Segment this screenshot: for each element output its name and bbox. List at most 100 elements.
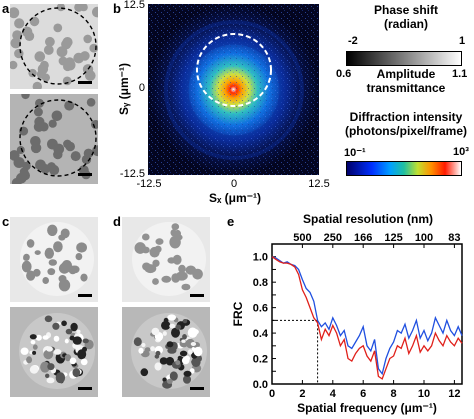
particle — [20, 347, 29, 355]
frc-series-line-2 — [271, 256, 463, 380]
panel-d-top-image — [122, 217, 210, 302]
y-tick-mid: 0 — [138, 82, 145, 94]
particle — [92, 145, 98, 157]
particle — [70, 151, 81, 162]
particle — [19, 167, 29, 177]
particle — [187, 327, 198, 338]
particle — [64, 354, 71, 362]
frc-series-line-1 — [271, 256, 463, 376]
particle — [42, 335, 49, 340]
particle — [169, 323, 176, 329]
scale-bar — [78, 173, 92, 176]
panel-c-top-image — [10, 217, 98, 302]
panel-c-bottom-image — [10, 307, 98, 397]
y-tick-label: 1.0 — [253, 252, 268, 264]
particle — [60, 228, 70, 239]
particle — [33, 107, 43, 117]
panel-label-b: b — [113, 1, 121, 16]
particle — [32, 344, 38, 350]
panel-a-top-image — [10, 4, 98, 89]
diffraction-colorbar — [346, 161, 462, 176]
scale-bar — [78, 81, 92, 84]
particle — [10, 7, 20, 19]
particle — [175, 360, 181, 366]
particle — [16, 146, 25, 154]
particle-hologram-amplitude — [10, 4, 98, 89]
x-tick-label: 8 — [391, 388, 397, 400]
particle — [26, 356, 33, 364]
particle — [89, 43, 98, 53]
particle — [154, 245, 162, 253]
particle — [61, 320, 67, 327]
amplitude-max: 1.1 — [452, 68, 468, 80]
x-tick-right: 12.5 — [308, 178, 330, 190]
top-tick-label: 125 — [384, 232, 402, 244]
particle — [65, 57, 75, 67]
particle — [53, 349, 62, 355]
particle — [69, 335, 75, 341]
particle — [140, 368, 149, 377]
particle — [35, 334, 42, 341]
particle — [69, 357, 77, 365]
amplitude-colorbar-title: Amplitude transmittance — [356, 67, 456, 95]
frc-chart: 0.0 0.2 0.4 0.6 0.8 1.0 0 2 4 6 8 10 12 500 250 166 125 1… — [231, 232, 463, 415]
particle — [80, 273, 88, 282]
particle — [51, 110, 63, 122]
particle — [91, 120, 98, 129]
y-tick-label: 0.4 — [253, 328, 269, 340]
particle — [161, 275, 172, 283]
reconstructed-amplitude-d — [132, 222, 206, 296]
particle — [47, 268, 56, 276]
particle — [76, 242, 87, 253]
y-tick-bottom: -12.5 — [119, 168, 145, 180]
particle — [14, 48, 24, 59]
top-tick-label: 83 — [448, 232, 460, 244]
particle — [185, 265, 197, 275]
particle — [10, 37, 22, 49]
panel-label-e: e — [227, 214, 235, 229]
particle — [150, 346, 155, 352]
phase-title-line2: (radian) — [383, 17, 428, 31]
x-tick-label: 6 — [360, 388, 366, 400]
particle — [179, 350, 188, 357]
particle — [75, 253, 83, 261]
particle — [152, 259, 160, 267]
x-tick-label: 10 — [418, 388, 430, 400]
particle — [181, 339, 186, 343]
particle — [141, 246, 150, 254]
amplitude-title-line1: Amplitude — [376, 67, 436, 81]
particle — [141, 342, 146, 348]
diffraction-pattern — [148, 4, 319, 175]
particle — [190, 342, 197, 346]
particle — [13, 157, 25, 168]
particle — [155, 350, 161, 356]
particle — [12, 30, 23, 41]
particle — [63, 139, 72, 149]
particle — [166, 378, 173, 384]
particle — [82, 346, 87, 352]
particle — [185, 338, 195, 349]
particle — [34, 250, 41, 255]
scale-bar — [78, 387, 92, 390]
panel-a-bottom-image — [10, 94, 98, 184]
particle — [39, 122, 49, 132]
particle — [53, 241, 63, 253]
particle — [62, 37, 73, 48]
particle — [60, 261, 72, 273]
particle — [11, 177, 22, 184]
particle — [161, 320, 171, 330]
particle — [133, 337, 142, 347]
x-tick-left: -12.5 — [136, 178, 162, 190]
particle — [172, 254, 182, 265]
particle — [42, 277, 49, 284]
particle — [23, 255, 30, 261]
particle — [29, 334, 37, 340]
y-tick-label: 0.6 — [253, 303, 268, 315]
particle — [183, 370, 192, 377]
particle — [68, 265, 77, 275]
particle — [79, 4, 88, 12]
particle — [85, 70, 96, 81]
particle — [138, 347, 144, 354]
particle — [76, 329, 81, 334]
particle — [55, 372, 66, 384]
